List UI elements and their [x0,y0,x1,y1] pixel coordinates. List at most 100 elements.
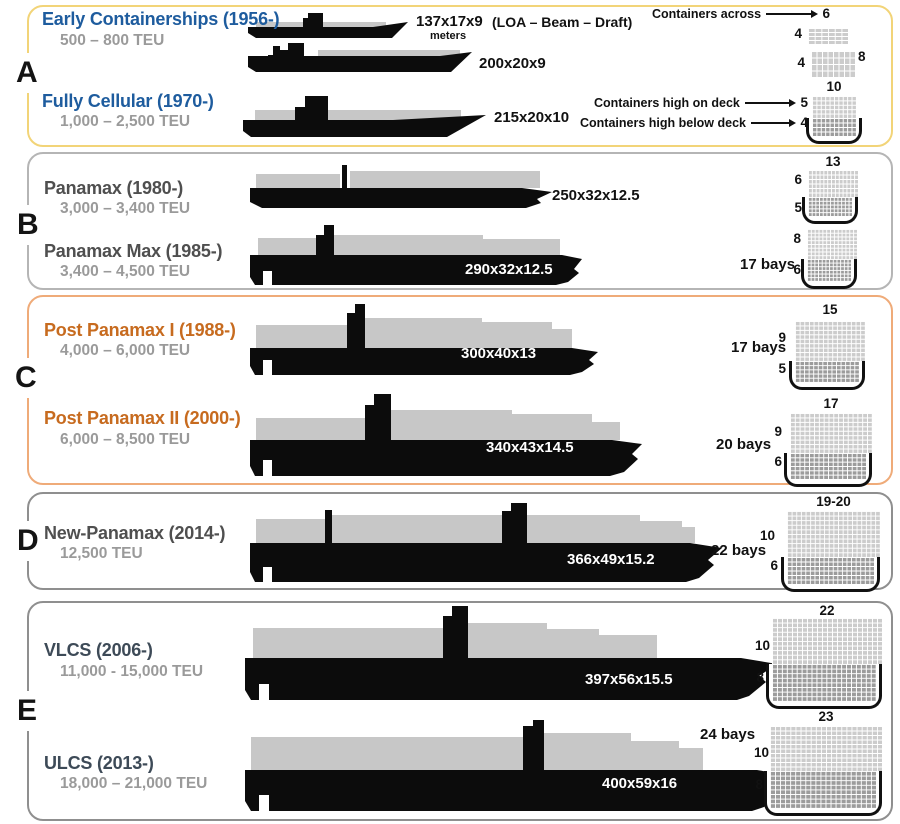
stack-e1-below-rows: 8 [756,670,764,685]
dim-label-290: 290x32x12.5 [465,261,553,278]
stack-d1-below-rows: 6 [770,558,778,573]
stack-b2-bays: 17 bays [740,256,796,273]
arrow-head-icon [811,9,819,18]
class-name-fully-cellular: Fully Cellular (1970-) [42,91,214,111]
stack-c1-across: 15 [822,302,838,317]
stack-a3-across: 10 [826,79,842,94]
stack-d1-deck-rows: 10 [759,528,775,543]
stack-b1-deck-grid [808,170,858,197]
stack-b2-below-rows: 6 [793,262,801,277]
legend-high-below-deck-label: Containers high below deck [580,115,746,130]
stack-b2-below-grid [807,259,851,281]
stack-c2-hull [784,453,872,487]
teu-panamax: 3,000 – 3,400 TEU [60,200,191,217]
dim-label-215: 215x20x10 [494,109,570,126]
teu-post-panamax-2: 6,000 – 8,500 TEU [60,431,191,448]
ship-early-containership-200 [248,43,472,72]
dim-label-200: 200x20x9 [479,55,546,72]
arrow-head-icon [789,118,797,127]
legend-containers-high-below-deck: Containers high below deck 4 [580,115,808,130]
stack-c2-below-grid [790,453,866,479]
section-letter-e: E [14,691,41,731]
containers-across-value: 6 [822,6,830,21]
stack-a2-deck-rows: 4 [797,55,805,70]
stack-b2-deck-rows: 8 [793,231,801,246]
stack-b1-across: 13 [825,154,841,169]
ship-early-containership-137 [248,13,408,38]
section-letter-b: B [14,205,42,245]
stack-a3-hull [806,118,862,144]
section-letter-d: D [14,521,42,561]
ship-fully-cellular-215 [243,96,486,137]
stack-d1-across: 19-20 [816,494,851,509]
teu-vlcs: 11,000 - 15,000 TEU [60,663,204,680]
ship-panamax-250 [250,165,552,208]
meters-note: meters [430,30,467,42]
stack-e1-below-grid [772,664,876,701]
stack-e2-deck-rows: 10 [753,745,769,760]
ship-ulcs-400 [245,720,793,811]
class-name-early-containerships: Early Containerships (1956-) [42,9,280,29]
legend-containers-across: Containers across 6 [652,6,830,21]
stack-d1-deck-grid [787,511,880,557]
legend-high-on-deck-label: Containers high on deck [594,95,740,110]
stack-c2-across: 17 [823,396,839,411]
stack-c1-hull [789,361,865,390]
stack-c2-bays: 20 bays [716,436,772,453]
section-letter-a: A [13,53,41,93]
stack-a2-across: 8 [858,49,866,64]
ship-post-panamax-1-300 [250,304,598,375]
stack-e1-deck-grid [772,618,882,664]
teu-new-panamax: 12,500 TEU [60,545,143,562]
dim-label-340: 340x43x14.5 [486,439,574,456]
dim-label-137: 137x17x9 [416,13,483,30]
loa-beam-draft-note: (LOA – Beam – Draft) [492,14,633,30]
stack-c2-deck-rows: 9 [774,424,782,439]
class-name-ulcs: ULCS (2013-) [44,753,154,773]
dim-label-400: 400x59x16 [602,775,678,792]
stack-d1-hull [781,557,880,592]
stack-e1-deck-rows: 10 [754,638,770,653]
ship-post-panamax-2-340 [250,394,642,476]
class-name-vlcs: VLCS (2006-) [44,640,153,660]
teu-post-panamax-1: 4,000 – 6,000 TEU [60,342,191,359]
stack-e2-hull [764,771,882,816]
stack-c1-bays: 17 bays [731,339,787,356]
stack-b1-deck-rows: 6 [794,172,802,187]
stack-c1-below-rows: 5 [778,361,786,376]
dim-label-300: 300x40x13 [461,345,537,362]
stack-b1-below-grid [808,197,852,216]
dim-label-397: 397x56x15.5 [585,671,673,688]
stack-c1-below-grid [795,361,859,382]
ship-panamax-max-290 [250,225,582,285]
stack-b2-deck-grid [807,229,857,259]
ship-vlcs-397 [245,606,777,700]
stack-e1-across: 22 [819,603,835,618]
stack-e2-below-grid [770,771,876,808]
dim-label-250: 250x32x12.5 [552,187,640,204]
stack-b1-below-rows: 5 [794,200,802,215]
stack-a2-deck-grid [811,51,855,77]
stack-e2-across: 23 [818,709,834,724]
class-name-post-panamax-1: Post Panamax I (1988-) [44,320,236,340]
section-letter-c: C [12,358,40,398]
stack-c1-deck-rows: 9 [778,330,786,345]
arrow-head-icon [789,98,797,107]
stack-e2-below-rows: 8 [755,777,763,792]
dim-label-366: 366x49x15.2 [567,551,655,568]
teu-early-containerships: 500 – 800 TEU [60,32,165,49]
stack-a1-deck-grid [808,28,848,44]
stack-d1-below-grid [787,557,874,584]
ship-new-panamax-366 [250,503,722,582]
stack-a1-deck-rows: 4 [794,26,802,41]
stack-b2-hull [801,259,857,289]
teu-panamax-max: 3,400 – 4,500 TEU [60,263,191,280]
stack-b1-hull [802,197,858,224]
stack-a3-below-grid [812,118,856,136]
arrow-line [766,12,812,15]
stack-c1-deck-grid [795,321,865,361]
legend-containers-across-label: Containers across [652,6,762,21]
teu-fully-cellular: 1,000 – 2,500 TEU [60,113,191,130]
stack-d1-bays: 22 bays [711,542,767,559]
